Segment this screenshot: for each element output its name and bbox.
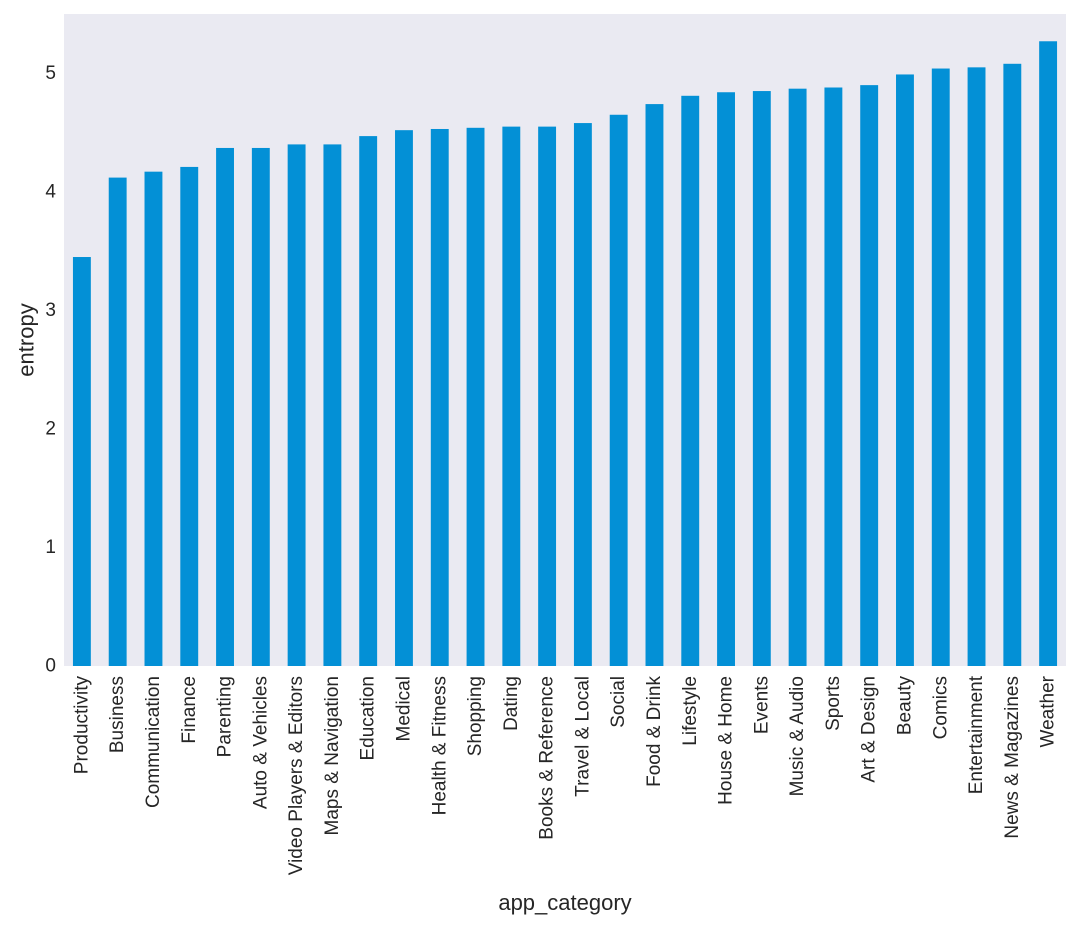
- x-tick-label: Auto & Vehicles: [250, 676, 271, 809]
- bar: [144, 171, 163, 666]
- bar: [752, 91, 771, 666]
- x-tick-label: Books & Reference: [537, 676, 558, 840]
- x-axis-label: app_category: [498, 890, 631, 915]
- x-tick-label: Events: [751, 676, 772, 734]
- x-tick-label: Art & Design: [859, 676, 880, 783]
- x-tick-label: Communication: [143, 676, 164, 808]
- x-tick-label: Sports: [823, 676, 844, 731]
- bar: [1039, 41, 1058, 667]
- bar: [395, 130, 413, 666]
- x-tick-label: Business: [107, 676, 128, 753]
- bar: [573, 123, 592, 666]
- y-axis-label: entropy: [14, 303, 39, 376]
- x-tick-label: Lifestyle: [680, 676, 701, 746]
- y-tick-label: 0: [45, 656, 56, 677]
- x-tick-label: Comics: [930, 676, 951, 739]
- x-tick-label: Travel & Local: [572, 676, 593, 797]
- bar: [251, 147, 270, 666]
- bar: [323, 144, 342, 666]
- bar: [788, 88, 807, 666]
- plot-area: [64, 14, 1066, 666]
- bar: [180, 166, 199, 666]
- y-tick-label: 5: [45, 63, 56, 84]
- x-tick-label: Medical: [393, 676, 414, 741]
- y-tick-label: 2: [45, 418, 56, 439]
- x-tick-label: Maps & Navigation: [322, 676, 343, 835]
- x-tick-label: Beauty: [894, 676, 915, 736]
- bar: [645, 104, 664, 666]
- bar: [430, 128, 449, 667]
- x-tick-label: Education: [358, 676, 379, 761]
- x-tick-label: Food & Drink: [644, 676, 665, 787]
- x-tick-label: Productivity: [71, 676, 92, 775]
- x-tick-label: News & Magazines: [1002, 676, 1023, 839]
- bar: [681, 95, 700, 666]
- x-tick-label: Weather: [1038, 675, 1059, 747]
- bar: [287, 144, 306, 666]
- bar: [359, 136, 378, 667]
- x-tick-label: Entertainment: [966, 675, 987, 794]
- bar: [609, 114, 628, 667]
- bar: [860, 85, 879, 667]
- x-tick-label: Parenting: [215, 676, 236, 757]
- x-tick-label: Shopping: [465, 676, 486, 756]
- x-ticks-group: Productivity Business Communication Finance…: [71, 675, 1058, 875]
- bar: [72, 257, 91, 666]
- bar: [538, 126, 557, 667]
- x-tick-label: Video Players & Editors: [286, 676, 307, 875]
- bar: [896, 74, 914, 666]
- x-tick-label: Social: [608, 676, 629, 728]
- x-tick-label: Dating: [501, 676, 522, 731]
- x-tick-label: House & Home: [716, 676, 737, 805]
- bar: [466, 127, 485, 666]
- y-tick-label: 1: [45, 537, 56, 558]
- y-tick-label: 3: [45, 300, 56, 321]
- bar: [1003, 63, 1022, 667]
- bar: [967, 67, 986, 666]
- y-tick-label: 4: [45, 181, 56, 202]
- x-tick-label: Health & Fitness: [429, 676, 450, 815]
- bar: [931, 68, 950, 667]
- y-ticks-group: 0 1 2 3 4 5: [45, 63, 56, 677]
- bar: [216, 147, 234, 666]
- x-tick-label: Music & Audio: [787, 676, 808, 796]
- bar: [824, 87, 843, 667]
- bar: [108, 177, 127, 667]
- bar: [502, 126, 521, 667]
- bar: [717, 92, 735, 667]
- x-tick-label: Finance: [179, 676, 200, 744]
- bars-group: [72, 41, 1058, 667]
